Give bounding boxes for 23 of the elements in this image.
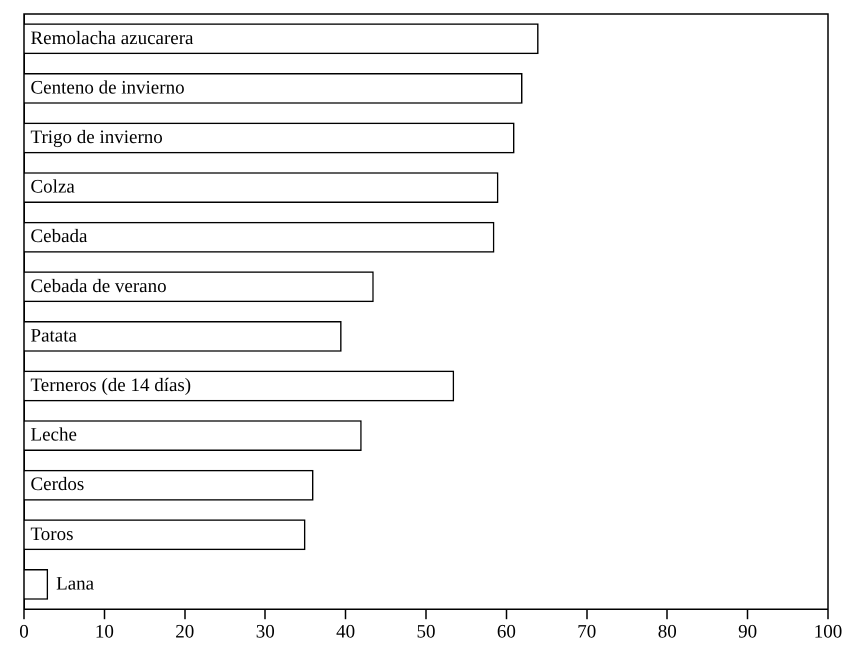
y-tick-label: Colza (30, 176, 76, 198)
y-tick-label: Remolacha azucarera (30, 28, 194, 49)
y-tick-label: Cerdos (30, 474, 84, 496)
x-tick-label: 60 (496, 622, 516, 643)
y-tick-label: Cebada de verano (30, 276, 167, 297)
x-tick-label: 70 (577, 622, 596, 643)
x-tick-label: 0 (19, 622, 29, 643)
x-tick-label: 90 (738, 622, 758, 643)
x-tick-label: 40 (336, 622, 356, 643)
y-tick-label: Trigo de invierno (30, 126, 163, 148)
y-tick-label: Cebada (30, 226, 88, 248)
y-tick-label: Patata (30, 325, 78, 346)
x-tick-label: 30 (256, 622, 275, 643)
y-tick-label: Lana (56, 573, 95, 594)
x-tick-label: 50 (416, 622, 436, 643)
x-tick-label: 20 (175, 622, 194, 643)
y-tick-label: Leche (30, 424, 77, 446)
y-tick-label: Terneros (de 14 días) (30, 374, 192, 396)
x-tick-label: 10 (94, 622, 114, 643)
x-tick-label: 80 (658, 622, 677, 643)
x-tick-label: 100 (814, 622, 842, 643)
y-tick-label: Centeno de invierno (30, 77, 185, 98)
y-tick-label: Toros (30, 524, 74, 545)
